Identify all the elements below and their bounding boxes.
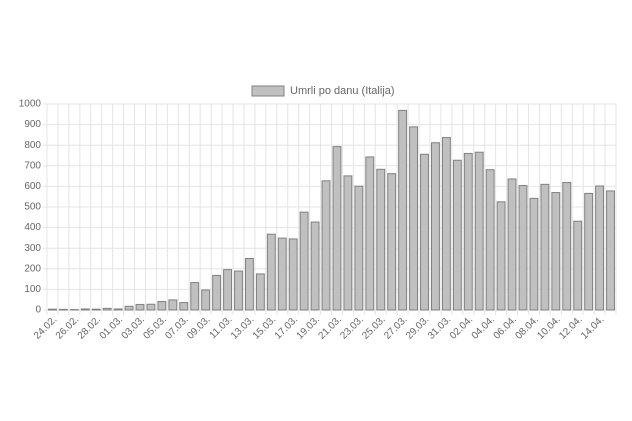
y-tick-label: 1000 (19, 99, 42, 110)
bar (223, 269, 232, 311)
bar (485, 169, 495, 311)
x-tick-label: 27.03. (382, 314, 409, 341)
y-tick-label: 500 (24, 202, 41, 213)
x-tick-label: 29.03. (404, 314, 431, 341)
bar (212, 274, 222, 311)
legend-swatch (251, 85, 285, 97)
bar (244, 258, 254, 311)
bar (146, 303, 156, 311)
x-tick-label: 26.02. (54, 314, 81, 341)
legend-label: Umrli po danu (Italija) (290, 85, 395, 97)
x-tick-label: 12.04. (557, 314, 584, 341)
bar (398, 109, 408, 311)
bar (288, 238, 298, 311)
bar (201, 289, 211, 311)
bar (190, 282, 200, 311)
bar (376, 168, 386, 311)
bar (266, 233, 276, 311)
x-tick-label: 09.03. (185, 314, 212, 341)
x-tick-label: 03.03. (120, 314, 147, 341)
bar (354, 185, 364, 311)
bar (452, 159, 462, 311)
bar (518, 185, 528, 311)
bar (321, 180, 331, 311)
x-tick-label: 25.03. (360, 314, 387, 341)
bar (562, 181, 572, 311)
bar (540, 183, 550, 311)
x-tick-label: 04.04. (470, 314, 497, 341)
bar (179, 302, 189, 311)
bar (409, 126, 419, 311)
x-tick-label: 10.04. (535, 314, 562, 341)
bar (80, 308, 90, 311)
bar (277, 237, 287, 311)
x-tick-label: 11.03. (208, 314, 235, 341)
bar (551, 192, 561, 311)
bar (441, 137, 451, 311)
y-tick-label: 700 (24, 160, 41, 171)
y-tick-label: 600 (24, 181, 41, 192)
y-tick-label: 200 (24, 263, 41, 274)
bar (102, 307, 112, 311)
bar (135, 303, 145, 311)
bar (343, 175, 353, 311)
bar (124, 305, 134, 311)
bar (299, 211, 309, 311)
bar (234, 270, 243, 311)
bar (365, 156, 375, 311)
bar (48, 308, 57, 311)
x-tick-label: 05.03. (141, 314, 168, 341)
bar (168, 299, 178, 311)
bar (595, 185, 605, 311)
bar (387, 173, 397, 311)
bar (157, 301, 167, 311)
x-tick-label: 21.03. (317, 314, 344, 341)
bar (113, 308, 123, 311)
bar (58, 308, 68, 311)
x-tick-label: 13.03. (229, 314, 256, 341)
x-tick-label: 17.03. (273, 314, 300, 341)
x-tick-label: 19.03. (295, 314, 322, 341)
bar (606, 190, 615, 311)
x-tick-label: 15.03. (251, 314, 278, 341)
y-tick-label: 300 (24, 243, 41, 254)
bar (584, 192, 594, 311)
bar (431, 142, 440, 311)
y-tick-label: 0 (35, 305, 41, 316)
bar (91, 308, 101, 311)
x-tick-label: 28.02. (76, 314, 103, 341)
x-tick-label: 02.04. (448, 314, 475, 341)
x-tick-label: 14.04. (579, 314, 606, 341)
bar (529, 197, 539, 311)
bar (332, 146, 342, 311)
x-tick-label: 01.03. (98, 314, 125, 341)
x-tick-label: 23.03. (338, 314, 365, 341)
bar (420, 153, 429, 311)
x-tick-label: 06.04. (492, 314, 519, 341)
bar (573, 220, 583, 311)
bar (496, 201, 506, 311)
bar (463, 152, 473, 311)
bar (255, 273, 265, 311)
x-tick-label: 07.03. (163, 314, 190, 341)
bar (310, 221, 320, 311)
y-tick-label: 900 (24, 119, 41, 130)
x-tick-label: 24.02. (32, 314, 59, 341)
bar (507, 178, 517, 311)
x-tick-label: 31.03. (426, 314, 453, 341)
y-tick-label: 100 (24, 284, 41, 295)
bar (474, 151, 484, 311)
y-tick-label: 400 (24, 222, 41, 233)
x-tick-label: 08.04. (513, 314, 540, 341)
y-tick-label: 800 (24, 140, 41, 151)
